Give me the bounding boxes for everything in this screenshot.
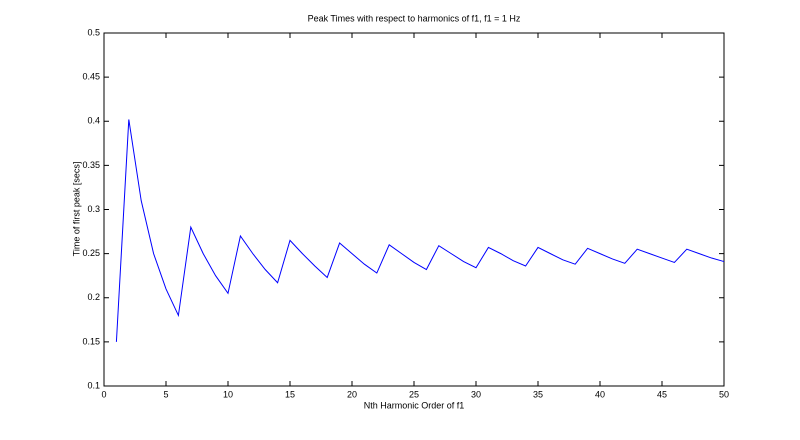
x-tick-label: 20: [347, 389, 357, 399]
x-tick-label: 0: [101, 389, 106, 399]
y-tick-label: 0.25: [82, 248, 100, 258]
x-axis-label: Nth Harmonic Order of f1: [364, 400, 465, 410]
x-tick-label: 50: [719, 389, 729, 399]
y-tick-label: 0.2: [87, 292, 100, 302]
x-tick-label: 35: [533, 389, 543, 399]
x-tick-label: 15: [285, 389, 295, 399]
y-tick-label: 0.3: [87, 204, 100, 214]
y-tick-label: 0.5: [87, 27, 100, 37]
x-tick-label: 5: [163, 389, 168, 399]
x-tick-label: 40: [595, 389, 605, 399]
y-tick-label: 0.45: [82, 72, 100, 82]
chart-title: Peak Times with respect to harmonics of …: [308, 13, 521, 23]
y-tick-label: 0.15: [82, 336, 100, 346]
line-series: [115, 119, 725, 342]
y-tick-label: 0.4: [87, 116, 100, 126]
x-tick-label: 30: [471, 389, 481, 399]
x-tick-label: 10: [223, 389, 233, 399]
x-tick-label: 45: [657, 389, 667, 399]
x-tick-label: 25: [409, 389, 419, 399]
y-tick-label: 0.35: [82, 160, 100, 170]
y-axis-label: Time of first peak [secs]: [71, 162, 81, 257]
y-tick-label: 0.1: [87, 380, 100, 390]
plot-box: [103, 32, 725, 387]
